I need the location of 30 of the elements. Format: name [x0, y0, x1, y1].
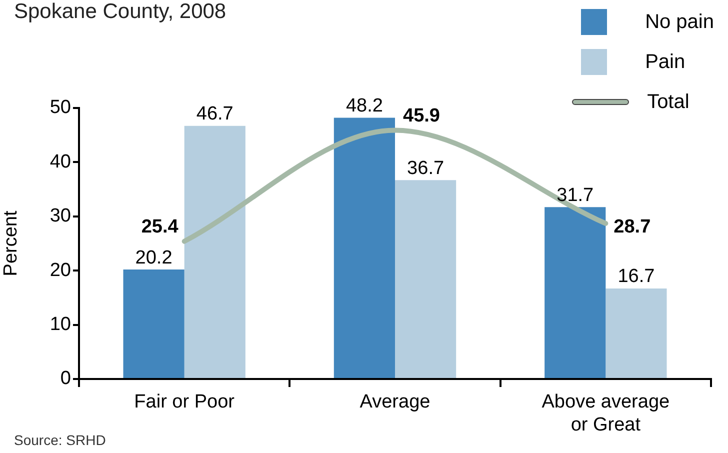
bar: [606, 288, 667, 378]
data-label: 36.7: [407, 158, 444, 179]
legend-label: Pain: [645, 50, 686, 74]
y-tick-label: 50: [50, 97, 71, 118]
x-tick-label: Fair or Poor: [134, 392, 236, 413]
legend-label: Total: [647, 90, 690, 114]
data-label: 45.9: [403, 105, 440, 126]
bar: [123, 270, 184, 378]
chart-title: Spokane County, 2008: [14, 0, 226, 24]
y-tick-label: 0: [60, 368, 71, 390]
bar: [184, 126, 246, 378]
data-label: 48.2: [346, 95, 383, 116]
data-label: 16.7: [618, 266, 655, 288]
data-label: 20.2: [135, 247, 172, 268]
y-tick-label: 10: [50, 314, 71, 336]
legend-label: No pain: [645, 10, 714, 34]
data-label: 25.4: [141, 216, 179, 238]
data-label: 28.7: [614, 216, 651, 238]
bar: [395, 180, 456, 378]
y-tick-label: 20: [50, 260, 71, 281]
data-label: 46.7: [196, 104, 234, 125]
y-tick-label: 30: [50, 206, 71, 227]
source-note: Source: SRHD: [14, 432, 106, 448]
data-label: 31.7: [556, 184, 594, 206]
y-tick-label: 40: [50, 151, 71, 172]
y-axis-title: Percent: [0, 210, 22, 276]
bar: [544, 207, 606, 378]
bar: [334, 118, 395, 378]
x-tick-label: Average: [360, 392, 430, 413]
x-tick-label: Above average or Great: [542, 392, 670, 436]
